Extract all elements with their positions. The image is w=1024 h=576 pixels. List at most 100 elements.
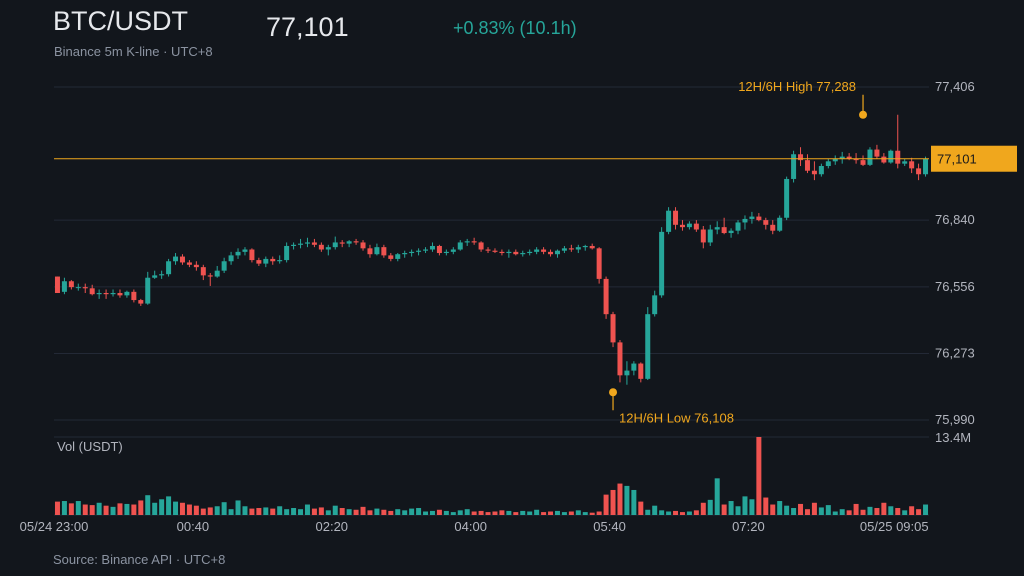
x-tick-label: 04:00 [454, 519, 487, 534]
volume-bar [624, 485, 630, 515]
candle-body [82, 287, 88, 289]
grid-lines [54, 86, 929, 516]
candle-body [568, 248, 574, 250]
x-tick-label: 05/25 09:05 [860, 519, 929, 534]
candle-body [242, 249, 248, 252]
y-tick-label: 76,556 [935, 279, 975, 294]
candle-body [207, 275, 213, 277]
candle-body [513, 251, 519, 255]
volume-bar [416, 508, 422, 515]
volume-bar [395, 509, 401, 515]
volume-bar [298, 509, 304, 515]
x-tick-label: 05:40 [593, 519, 626, 534]
candle-body [110, 293, 116, 295]
volume-bar [673, 510, 679, 515]
candle-body [791, 154, 797, 179]
volume-bar [103, 505, 109, 515]
candle-body [673, 210, 679, 225]
volume-bar [186, 504, 192, 515]
candle-body [75, 287, 81, 289]
chart-subtitle: Binance 5m K-line · UTC+8 [54, 44, 213, 59]
candle-body [679, 224, 685, 228]
volume-bar [631, 489, 637, 515]
candle-body [166, 261, 172, 275]
volume-bar [881, 502, 887, 515]
volume-bar [124, 503, 130, 515]
volume-bar [568, 511, 574, 515]
candle-body [554, 250, 560, 255]
volume-bar [916, 509, 922, 515]
volume-bar [200, 508, 206, 515]
volume-bar [409, 508, 415, 515]
volume-axis-title: Vol (USDT) [57, 439, 123, 454]
volume-bar [374, 508, 380, 515]
volume-bar [325, 510, 331, 515]
candle-body [485, 249, 491, 251]
candle-body [277, 260, 283, 262]
high-annotation-label: 12H/6H High 77,288 [738, 79, 856, 94]
volume-bar [499, 510, 505, 515]
candle-body [173, 256, 179, 262]
candle-body [367, 248, 373, 255]
candle-body [96, 293, 102, 295]
volume-bar [353, 509, 359, 515]
candle-body [798, 154, 804, 161]
candle-body [471, 241, 477, 243]
x-tick-label: 07:20 [732, 519, 765, 534]
candle-body [443, 251, 449, 254]
volume-bar [471, 511, 477, 515]
candle-body [221, 261, 227, 271]
volume-bar [360, 506, 366, 515]
volume-bar [582, 512, 588, 515]
candle-body [603, 278, 609, 315]
volume-bar [548, 511, 554, 515]
volume-bar [193, 505, 199, 515]
volume-bar [777, 501, 783, 515]
volume-bar [714, 478, 720, 515]
volume-bar [235, 500, 241, 515]
candle-body [318, 244, 324, 250]
volume-bar [728, 501, 734, 515]
volume-bar [867, 506, 873, 515]
candle-body [700, 229, 706, 243]
x-tick-label: 05/24 23:00 [20, 519, 89, 534]
volume-bar [332, 505, 338, 515]
candle-body [541, 249, 547, 252]
volume-bar [96, 502, 102, 515]
candle-body [270, 258, 276, 262]
candle-body [200, 267, 206, 276]
volume-bar [888, 506, 894, 515]
volume-bar [902, 510, 908, 515]
volume-bar [811, 502, 817, 515]
volume-bar [270, 508, 276, 515]
candle-body [804, 160, 810, 171]
candle-body [916, 168, 922, 175]
candle-body [436, 245, 442, 254]
volume-bar [804, 509, 810, 515]
candle-body [61, 281, 67, 292]
candles [54, 114, 929, 385]
x-tick-label: 02:20 [316, 519, 349, 534]
candle-body [429, 245, 435, 250]
volume-bar [402, 510, 408, 515]
volume-bar [832, 511, 838, 515]
volume-bar [214, 506, 220, 515]
last-price-label: 77,101 [937, 152, 977, 167]
volume-bar [506, 510, 512, 515]
pair-title: BTC/USDT [53, 6, 188, 36]
volume-bar [138, 500, 144, 515]
candle-body [152, 275, 158, 278]
volume-bar [846, 510, 852, 515]
candle-body [506, 251, 512, 254]
volume-bar [520, 510, 526, 515]
candle-body [346, 241, 352, 244]
volume-bar [291, 508, 297, 515]
volume-bar [707, 499, 713, 515]
volume-bar [617, 483, 623, 515]
volume-bar [228, 509, 234, 515]
volume-bar [527, 511, 533, 515]
volume-bar [485, 512, 491, 515]
candle-body [638, 363, 644, 379]
candle-body [186, 262, 192, 265]
source-note: Source: Binance API · UTC+8 [53, 552, 226, 567]
